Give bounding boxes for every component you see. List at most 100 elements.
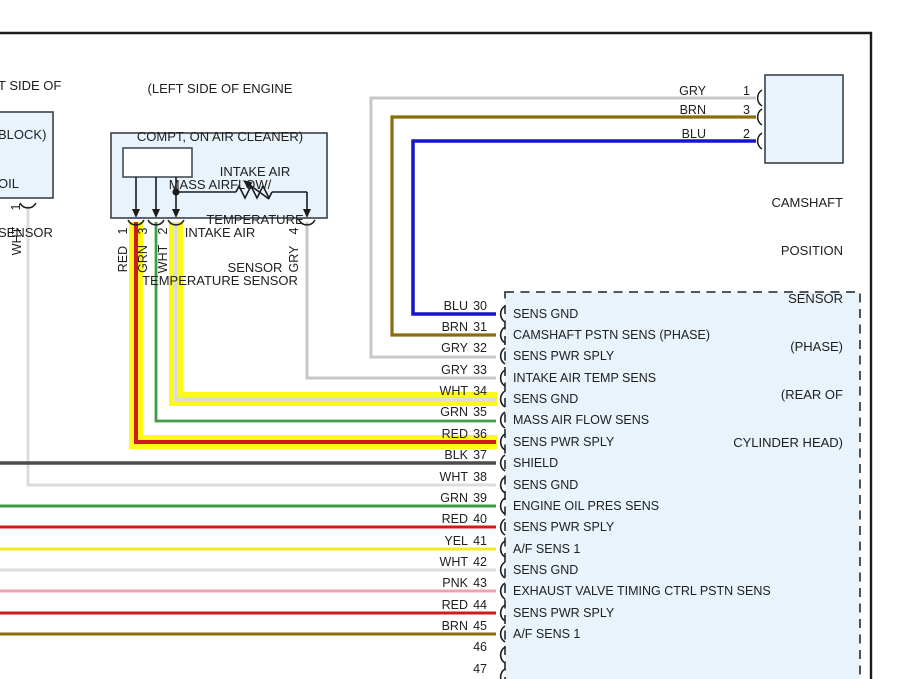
oil-sensor-label: T SIDE OF BLOCK) OIL SENSOR bbox=[0, 45, 72, 275]
intake-air-temp-sensor-label: INTAKE AIR TEMPERATURE SENSOR bbox=[190, 132, 320, 308]
pin-connector-arc bbox=[499, 561, 506, 579]
ecm-pin-function-label: INTAKE AIR TEMP SENS bbox=[513, 371, 657, 385]
ecm-pin-function-label: EXHAUST VALVE TIMING CTRL PSTN SENS bbox=[513, 584, 771, 598]
arrow-down bbox=[303, 209, 311, 218]
ecm-pin-function-label: SENS PWR SPLY bbox=[513, 520, 615, 534]
ecm-wire-color-label: GRY bbox=[441, 363, 468, 377]
ecm-pin-number: 46 bbox=[473, 640, 487, 654]
ecm-pin-function-label: SHIELD bbox=[513, 456, 559, 470]
ecm-pin-function-label: SENS PWR SPLY bbox=[513, 435, 615, 449]
ecm-pin-number: 38 bbox=[473, 470, 487, 484]
ecm-pin-number: 30 bbox=[473, 299, 487, 313]
pin-connector-arc bbox=[499, 411, 506, 429]
wire-cam-blu-pin30 bbox=[411, 139, 756, 316]
ecm-pin-number: 31 bbox=[473, 320, 487, 334]
maf-header-line: INTAKE AIR bbox=[184, 225, 256, 240]
maf-wire-color-label: GRN bbox=[136, 245, 150, 273]
cam-wire-color-label: GRY bbox=[679, 84, 706, 98]
ecm-wire-color-label: WHT bbox=[439, 384, 468, 398]
oil-sensor-label-line: T SIDE OF bbox=[0, 77, 62, 93]
cam-wire-color-label: BRN bbox=[679, 103, 706, 117]
pin-connector-arc bbox=[499, 668, 506, 679]
pin-connector-arc bbox=[499, 604, 506, 622]
pin-connector-arc bbox=[756, 108, 763, 126]
pin-connector-arc bbox=[499, 454, 506, 472]
cam-caption-line: SENSOR bbox=[788, 291, 843, 306]
pin-connector-arc bbox=[499, 305, 506, 323]
ecm-pin-number: 43 bbox=[473, 576, 487, 590]
maf-sensor-header: (LEFT SIDE OF ENGINE COMPT, ON AIR CLEAN… bbox=[105, 49, 335, 321]
arrow-down bbox=[172, 209, 180, 218]
ecm-pin-function-label: SENS PWR SPLY bbox=[513, 349, 615, 363]
ecm-pin-function-label: A/F SENS 1 bbox=[513, 627, 581, 641]
pin-connector-arc bbox=[19, 202, 37, 209]
pin-connector-arc bbox=[499, 646, 506, 664]
ecm-wire-color-label: BLU bbox=[443, 299, 468, 313]
cam-pin-number: 3 bbox=[743, 103, 750, 117]
maf-header-line: TEMPERATURE SENSOR bbox=[142, 273, 298, 288]
pin-connector-arc bbox=[499, 433, 506, 451]
iat-label-line: TEMPERATURE bbox=[206, 212, 304, 227]
maf-element-box bbox=[122, 147, 193, 178]
pin-connector-arc bbox=[756, 89, 763, 107]
oil-sensor-label-line: OIL bbox=[0, 176, 19, 192]
ecm-pin-number: 44 bbox=[473, 598, 487, 612]
cam-pin-number: 2 bbox=[743, 127, 750, 141]
ecm-pin-number: 45 bbox=[473, 619, 487, 633]
ecm-pin-number: 32 bbox=[473, 341, 487, 355]
ecm-wire-color-label: GRN bbox=[440, 491, 468, 505]
page-border bbox=[0, 31, 873, 679]
ecm-wire-color-label: YEL bbox=[444, 534, 468, 548]
wire-maf-grn-pin35 bbox=[154, 222, 496, 423]
ecm-pin-number: 37 bbox=[473, 448, 487, 462]
pin-connector-arc bbox=[499, 326, 506, 344]
maf-header-line: (LEFT SIDE OF ENGINE bbox=[147, 81, 293, 96]
ecm-wire-color-label: BRN bbox=[441, 619, 468, 633]
camshaft-sensor-box bbox=[764, 74, 844, 164]
ecm-pin-function-label: SENS PWR SPLY bbox=[513, 606, 615, 620]
ecm-pin-function-label: SENS GND bbox=[513, 307, 579, 321]
cam-caption-line: CYLINDER HEAD) bbox=[733, 435, 843, 450]
thermistor-branch bbox=[176, 191, 308, 209]
pin-connector-arc bbox=[298, 219, 316, 226]
ecm-pin-number: 35 bbox=[473, 405, 487, 419]
wire-oil-wht-pin38 bbox=[26, 206, 496, 487]
ecm-pin-number: 39 bbox=[473, 491, 487, 505]
ecm-pin-number: 40 bbox=[473, 512, 487, 526]
ecm-pin-function-label: CAMSHAFT PSTN SENS (PHASE) bbox=[513, 328, 711, 342]
ecm-wire-color-label: RED bbox=[441, 427, 468, 441]
ecm-box bbox=[504, 291, 861, 679]
ecm-wire-color-label: RED bbox=[441, 598, 468, 612]
ecm-pin-number: 47 bbox=[473, 662, 487, 676]
ecm-pin-function-label: SENS GND bbox=[513, 563, 579, 577]
ecm-pin-number: 33 bbox=[473, 363, 487, 377]
ecm-pin-number: 36 bbox=[473, 427, 487, 441]
pin-connector-arc bbox=[167, 219, 185, 226]
ecm-wire-color-label: GRN bbox=[440, 405, 468, 419]
thermistor-arrow-line bbox=[246, 182, 270, 200]
pin-connector-arc bbox=[499, 476, 506, 494]
pin-connector-arc bbox=[499, 497, 506, 515]
maf-header-line: COMPT, ON AIR CLEANER) bbox=[136, 129, 304, 144]
pin-connector-arc bbox=[127, 219, 145, 226]
oil-sensor-label-line: SENSOR bbox=[0, 225, 53, 241]
cam-caption-line: (PHASE) bbox=[790, 339, 843, 354]
oil-pressure-sensor-box bbox=[0, 111, 54, 199]
ecm-wire-color-label: WHT bbox=[439, 555, 468, 569]
ecm-pin-function-label: MASS AIR FLOW SENS bbox=[513, 413, 650, 427]
ecm-pin-function-label: SENS GND bbox=[513, 392, 579, 406]
pin-connector-arc bbox=[499, 390, 506, 408]
ecm-pin-number: 34 bbox=[473, 384, 487, 398]
arrow-down bbox=[132, 209, 140, 218]
wire-cam-gry-pin32 bbox=[369, 96, 756, 359]
ecm-pin-function-label: ENGINE OIL PRES SENS bbox=[513, 499, 660, 513]
thermistor-arrow-head bbox=[243, 180, 253, 189]
pin-connector-arc bbox=[499, 582, 506, 600]
ecm-wire-color-label: BRN bbox=[441, 320, 468, 334]
maf-wire-color-label: GRY bbox=[287, 245, 301, 273]
ecm-wire-color-label: WHT bbox=[439, 470, 468, 484]
cam-caption-line: (REAR OF bbox=[780, 387, 843, 402]
pin-connector-arc bbox=[147, 219, 165, 226]
